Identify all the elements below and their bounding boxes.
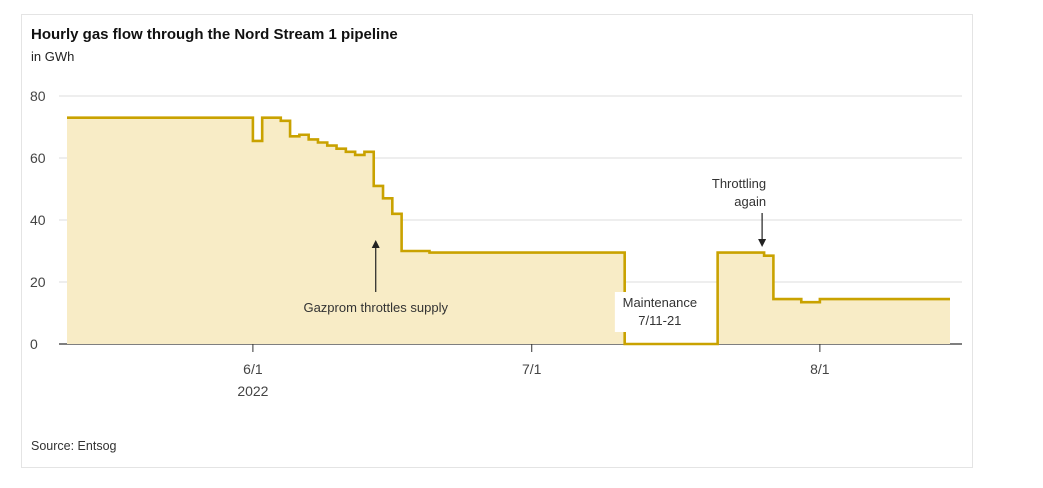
chart-title: Hourly gas flow through the Nord Stream …	[31, 26, 398, 43]
gazprom-annotation: Gazprom throttles supply	[303, 300, 448, 315]
series-area-fill	[67, 117, 950, 344]
maintenance-annotation: Maintenance	[623, 295, 697, 310]
chart-subtitle: in GWh	[31, 49, 75, 64]
y-tick-label: 60	[30, 150, 46, 166]
maintenance-annotation: 7/11-21	[638, 313, 681, 328]
y-tick-label: 20	[30, 274, 46, 290]
x-tick-label: 6/1	[243, 361, 263, 377]
y-tick-label: 40	[30, 212, 46, 228]
throttling-annotation: again	[734, 194, 766, 209]
maintenance-label-bg	[614, 292, 705, 332]
plot-area	[67, 116, 950, 346]
source-note: Source: Entsog	[31, 439, 117, 453]
y-tick-label: 80	[30, 88, 46, 104]
x-axis-ticks: 6/1 2022 7/1 8/1	[237, 344, 830, 399]
x-tick-label: 7/1	[522, 361, 542, 377]
y-tick-label: 0	[30, 336, 38, 352]
annotations: Gazprom throttles supply Maintenance 7/11-…	[303, 176, 767, 332]
y-axis-ticks: 0 20 40 60 80	[30, 88, 46, 352]
throttling-annotation: Throttling	[712, 176, 766, 191]
x-tick-sublabel: 2022	[237, 383, 268, 399]
x-tick-label: 8/1	[810, 361, 830, 377]
series-line	[67, 116, 950, 346]
